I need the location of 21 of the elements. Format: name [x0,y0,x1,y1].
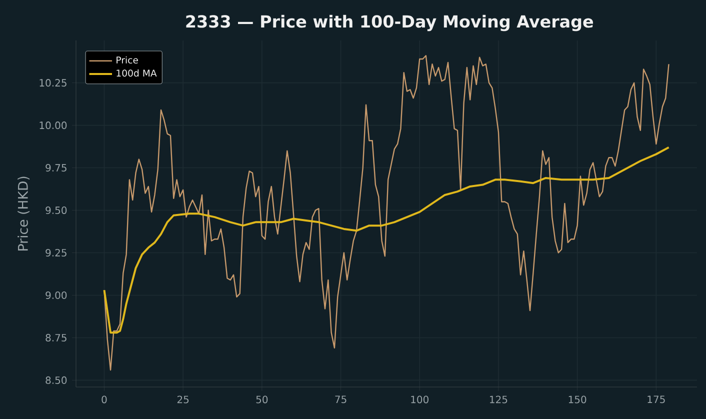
x-tick-label: 175 [648,396,665,404]
x-tick-label: 25 [177,396,189,404]
y-tick-label: 8.50 [46,376,67,384]
legend-label: 100d MA [116,69,157,77]
y-tick-label: 10.00 [40,122,67,130]
y-tick-label: 10.25 [40,79,66,87]
chart-title: 2333 — Price with 100-Day Moving Average [186,14,594,32]
x-tick-label: 100 [411,396,428,404]
y-tick-label: 9.00 [46,291,67,300]
x-tick-label: 125 [490,396,508,404]
y-axis-title: Price (HKD) [18,176,30,250]
x-tick-label: 75 [335,396,346,404]
legend-label: Price [116,56,138,64]
x-tick-label: 50 [256,396,268,404]
y-tick-label: 9.50 [46,206,67,214]
line-series [104,55,670,371]
x-tick-label: 0 [102,396,107,404]
y-tick-label: 9.75 [46,164,66,172]
y-tick-label: 8.75 [46,334,66,342]
x-tick-label: 150 [568,396,586,404]
y-tick-label: 9.25 [46,248,66,257]
